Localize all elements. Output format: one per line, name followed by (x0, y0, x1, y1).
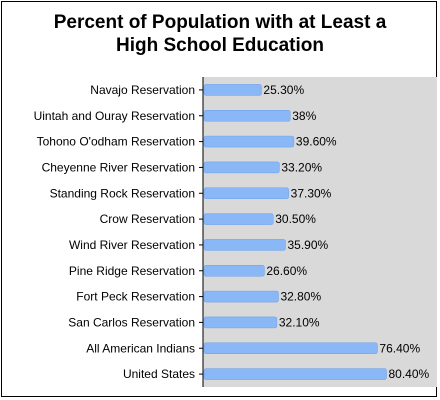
chart-title-line-2: High School Education (116, 35, 324, 56)
value-label: 32.10% (279, 315, 320, 329)
category-label: Cheyenne River Reservation (42, 160, 195, 174)
bar (203, 110, 291, 122)
value-label: 39.60% (296, 135, 337, 149)
bar (203, 239, 286, 251)
bar (203, 316, 278, 329)
value-label: 25.30% (263, 83, 304, 97)
category-label: Fort Peck Reservation (76, 290, 195, 304)
bar (203, 265, 265, 277)
category-label: Navajo Reservation (90, 83, 195, 97)
bar (203, 135, 295, 148)
value-label: 38% (292, 109, 316, 123)
value-label: 26.60% (266, 264, 307, 278)
category-label: Wind River Reservation (69, 238, 195, 252)
bar (203, 290, 279, 303)
category-label: Uintah and Ouray Reservation (34, 109, 195, 123)
category-label: United States (123, 367, 195, 381)
category-label: San Carlos Reservation (68, 315, 195, 329)
category-label: Crow Reservation (100, 212, 195, 226)
value-label: 37.30% (291, 186, 332, 200)
bar (203, 84, 262, 96)
category-label: All American Indians (86, 341, 195, 355)
chart-title-line-1: Percent of Population with at Least a (53, 12, 387, 33)
value-label: 35.90% (287, 238, 328, 252)
bar (203, 213, 274, 225)
value-label: 33.20% (281, 160, 322, 174)
plot-area (203, 77, 437, 387)
category-label: Tohono O'odham Reservation (37, 135, 195, 149)
value-label: 80.40% (389, 367, 430, 381)
value-label: 76.40% (379, 341, 420, 355)
value-label: 32.80% (280, 290, 321, 304)
bar (203, 187, 289, 199)
bar (203, 368, 387, 380)
bar (203, 342, 378, 354)
category-label: Standing Rock Reservation (50, 186, 195, 200)
category-label: Pine Ridge Reservation (69, 264, 195, 278)
value-label: 30.50% (275, 212, 316, 226)
chart-title: Percent of Population with at Least a Hi… (2, 11, 438, 57)
bar (203, 161, 280, 174)
